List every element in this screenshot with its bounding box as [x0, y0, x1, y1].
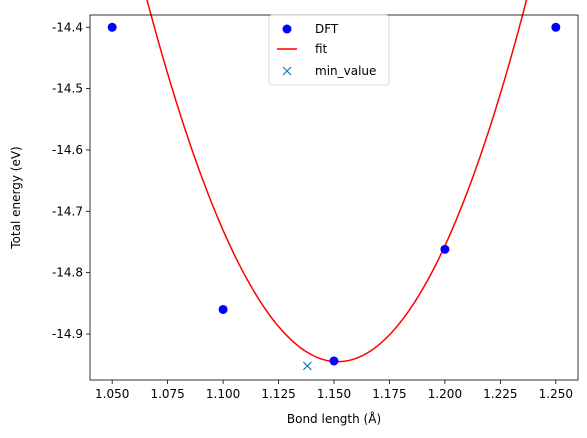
y-tick-label: -14.4: [52, 20, 83, 34]
legend-dft-label: DFT: [315, 22, 339, 36]
legend: DFT fit min_value: [268, 14, 390, 86]
x-tick-label: 1.225: [483, 387, 517, 401]
y-axis: -14.4 -14.5 -14.6 -14.7 -14.8 -14.9: [52, 20, 90, 341]
x-axis: 1.050 1.075 1.100 1.125 1.150 1.175 1.200 1.225…: [95, 380, 573, 401]
x-tick-label: 1.175: [372, 387, 406, 401]
legend-min-label: min_value: [315, 64, 376, 78]
dft-point: [551, 22, 561, 32]
legend-min-marker: [282, 66, 292, 76]
x-tick-label: 1.050: [95, 387, 129, 401]
x-tick-label: 1.200: [428, 387, 462, 401]
dft-point: [107, 22, 117, 32]
x-tick-label: 1.075: [150, 387, 184, 401]
y-tick-label: -14.8: [52, 266, 83, 280]
legend-fit-label: fit: [315, 42, 328, 56]
y-tick-label: -14.5: [52, 82, 83, 96]
dft-point: [329, 356, 339, 366]
legend-dft-marker: [282, 24, 292, 34]
dft-point: [440, 244, 450, 254]
y-axis-label: Total energy (eV): [9, 146, 23, 249]
dft-point: [218, 304, 228, 314]
x-tick-label: 1.125: [261, 387, 295, 401]
min-value-marker: [302, 361, 312, 371]
y-tick-label: -14.9: [52, 327, 83, 341]
y-tick-label: -14.6: [52, 143, 83, 157]
x-tick-label: 1.100: [206, 387, 240, 401]
y-tick-label: -14.7: [52, 204, 83, 218]
x-tick-label: 1.150: [317, 387, 351, 401]
x-axis-label: Bond length (Å): [287, 411, 381, 426]
plot-area: [107, 0, 561, 371]
legend-box: [268, 14, 390, 86]
x-tick-label: 1.250: [539, 387, 573, 401]
